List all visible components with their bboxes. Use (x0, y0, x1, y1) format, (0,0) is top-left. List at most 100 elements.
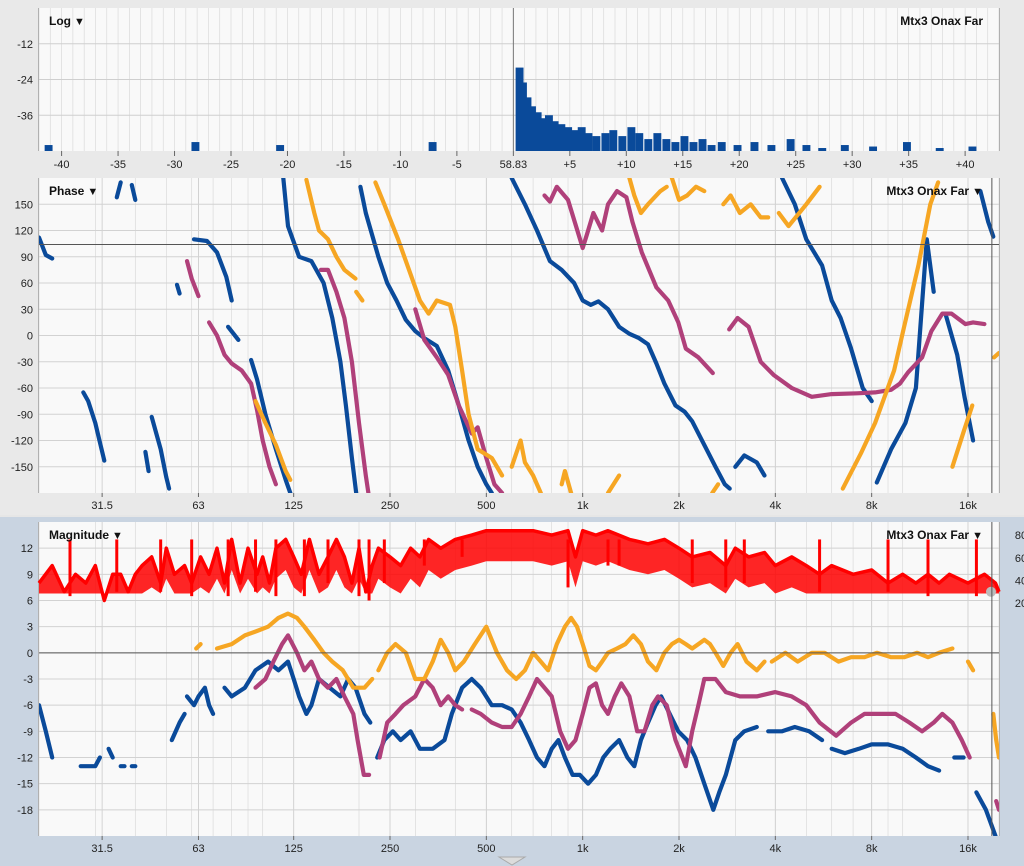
coherence-axis-label: 60 (1015, 553, 1024, 565)
x-tick-label: 2k (673, 500, 685, 512)
x-tick-label: 125 (285, 500, 303, 512)
impulse-bar (786, 139, 795, 151)
impulse-bar (528, 106, 536, 151)
impulse-bar (840, 145, 849, 151)
orange-trace (253, 399, 293, 482)
impulse-bar (818, 148, 827, 151)
orange-trace (214, 611, 375, 690)
magnitude-trace-name: Mtx3 Onax Far (886, 528, 970, 542)
x-tick-label: 58.83 (500, 159, 528, 171)
y-tick-label: 3 (27, 622, 33, 634)
orange-trace (776, 184, 822, 229)
magnitude-title-label: Magnitude (49, 528, 109, 542)
impulse-bar (550, 121, 559, 151)
x-tick-label: -15 (336, 159, 352, 171)
y-tick-label: -60 (17, 383, 33, 395)
phase-chart: 150 120 90 60 30 0 -30 -60 -90 -120 -150 31.5 63 125 2… (11, 178, 1000, 513)
magnitude-plot-area[interactable]: 129630-3-6-9-12-15-188060402031.56312525… (17, 522, 1024, 856)
purple-trace (184, 259, 201, 299)
impulse-bar (903, 142, 911, 151)
x-tick-label: +35 (899, 159, 918, 171)
impulse-bar (544, 115, 553, 151)
x-tick-label: 4k (770, 843, 782, 855)
log-panel-title[interactable]: Log ▼ (49, 14, 85, 28)
y-tick-label: 90 (21, 252, 33, 264)
impulse-bar (802, 145, 811, 151)
x-tick-label: 1k (577, 843, 589, 855)
orange-trace (950, 403, 975, 469)
impulse-bar (662, 139, 671, 151)
magnitude-panel-title[interactable]: Magnitude ▼ (49, 528, 123, 542)
blue-trace (114, 180, 123, 200)
phase-title-label: Phase (49, 184, 85, 198)
log-trace-name: Mtx3 Onax Far (900, 14, 983, 28)
impulse-bar (698, 139, 707, 151)
impulse-bar (519, 82, 527, 151)
impulse-bar (869, 146, 878, 151)
x-tick-label: -10 (392, 159, 408, 171)
y-tick-label: -24 (17, 75, 33, 87)
impulse-bar (671, 142, 680, 151)
y-tick-label: -120 (11, 436, 33, 448)
blue-trace (184, 685, 216, 716)
blue-trace (191, 237, 234, 303)
impulse-bar (592, 136, 601, 151)
blue-trace (78, 755, 102, 769)
orange-trace (710, 482, 721, 493)
orange-trace (509, 438, 543, 493)
panel-resize-handle-icon[interactable] (497, 856, 527, 866)
x-tick-label: 31.5 (91, 500, 112, 512)
impulse-bar (44, 145, 53, 151)
orange-trace (991, 711, 999, 760)
orange-trace (605, 473, 622, 493)
impulse-bar (191, 142, 200, 151)
impulse-plot-area[interactable]: -12 -24 -36 -40 -35 -30 -25 -20 -15 -10 -5 58.83 +5 +… (17, 8, 1000, 175)
x-tick-label: 8k (866, 500, 878, 512)
x-tick-label: 16k (959, 843, 977, 855)
impulse-bar (680, 136, 689, 151)
orange-trace (354, 289, 365, 303)
y-tick-label: -6 (23, 700, 33, 712)
blue-trace (509, 178, 732, 491)
x-tick-label: +25 (786, 159, 805, 171)
impulse-bar (533, 112, 542, 151)
impulse-bar (557, 124, 566, 151)
x-tick-label: 2k (673, 843, 685, 855)
phase-panel-title[interactable]: Phase ▼ (49, 184, 98, 198)
x-tick-label: -5 (452, 159, 462, 171)
impulse-bar (689, 142, 698, 151)
x-tick-label: 63 (192, 500, 204, 512)
y-tick-label: 0 (27, 648, 33, 660)
impulse-bar (584, 133, 593, 151)
impulse-bar (539, 118, 548, 151)
x-tick-label: 250 (381, 500, 399, 512)
impulse-bar (707, 145, 716, 151)
y-tick-label: -150 (11, 462, 33, 474)
y-tick-label: 60 (21, 278, 33, 290)
x-tick-label: 500 (477, 843, 495, 855)
orange-trace (376, 615, 767, 682)
purple-trace (318, 267, 371, 493)
impulse-bar (618, 136, 627, 151)
y-tick-label: -12 (17, 753, 33, 765)
x-tick-label: 4k (770, 500, 782, 512)
phase-trace-selector[interactable]: Mtx3 Onax Far ▼ (886, 184, 983, 198)
phase-plot-area[interactable]: 150 120 90 60 30 0 -30 -60 -90 -120 -150 31.5 63 125 2… (11, 178, 1000, 513)
orange-trace (991, 350, 999, 360)
blue-trace (733, 453, 767, 478)
impulse-bar (935, 148, 944, 151)
magnitude-trace-selector[interactable]: Mtx3 Onax Far ▼ (886, 528, 983, 542)
y-tick-label: -12 (17, 39, 33, 51)
orange-trace (559, 469, 574, 493)
impulse-bar (564, 127, 573, 151)
orange-trace (965, 659, 976, 673)
y-tick-label: -90 (17, 409, 33, 421)
dropdown-triangle-icon: ▼ (87, 186, 99, 198)
magnitude-chart: 129630-3-6-9-12-15-188060402031.56312525… (17, 522, 1024, 856)
orange-trace (627, 178, 669, 216)
blue-trace (281, 178, 359, 493)
impulse-bar (635, 133, 644, 151)
impulse-bar (733, 145, 742, 151)
blue-trace (39, 703, 55, 760)
impulse-bar (627, 127, 636, 151)
